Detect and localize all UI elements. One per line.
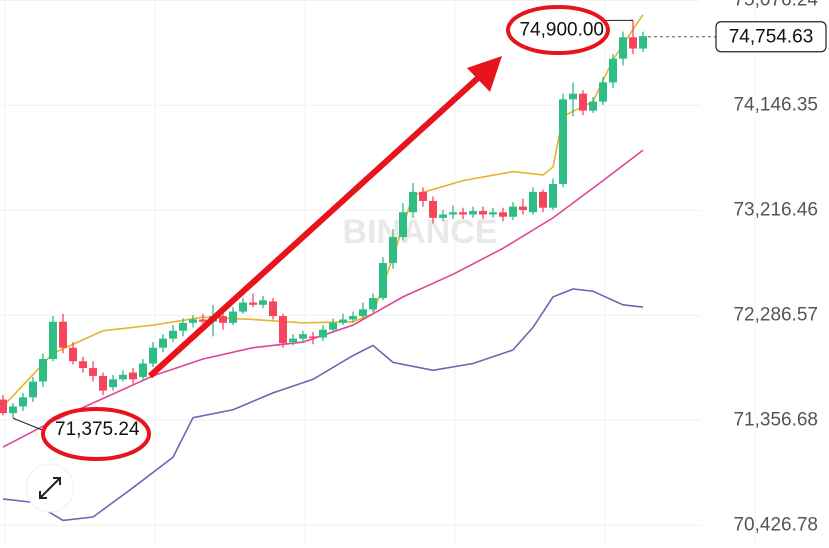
candle-body [329,322,337,330]
candle-body [579,93,587,111]
low-label: 71,375.24 [55,419,140,440]
candle-body [549,184,557,208]
y-tick-label: 75,076.24 [733,0,818,10]
y-tick-label: 72,286.57 [733,304,818,325]
candle-body [119,374,127,380]
candle-body [289,338,297,343]
high-label: 74,900.00 [519,19,604,40]
candle-body [89,368,97,376]
last-price-box [715,21,827,53]
candle-body [639,36,647,49]
candle-body [299,334,307,339]
candle-body [99,375,107,391]
candle-body [539,191,547,208]
candle-body [319,329,327,338]
indicator-lines [2,14,644,522]
candle-body [389,237,397,264]
candle-body [219,316,227,323]
candle-body [159,338,167,348]
y-tick-label: 71,356.68 [733,409,818,430]
candle-body [379,263,387,299]
candle-body [569,93,577,100]
expand-icon[interactable] [39,477,61,499]
candle-body [619,37,627,59]
candle-body [439,214,447,218]
annotations: 74,900.00 71,375.24 74,754.63 [12,19,827,440]
candle-body [179,322,187,331]
y-tick-label: 70,426.78 [733,514,818,535]
candle-body [19,397,27,407]
candle-body [309,336,317,338]
candle-body [629,37,637,49]
candle-body [189,319,197,323]
highlight-ellipse [41,407,151,461]
candle-body [39,358,47,382]
candle-body [169,330,177,339]
highlight-ellipse [506,5,610,55]
candle-body [239,302,247,312]
candle-body [369,298,377,310]
candle-body [229,311,237,323]
candle-body [459,212,467,215]
candle-body [79,361,87,369]
candle-body [399,212,407,238]
candles [0,20,647,419]
candle-body [519,206,527,210]
candle-body [409,191,417,213]
candle-body [529,191,537,213]
candle-body [199,319,207,322]
candle-body [559,99,567,185]
candle-body [339,319,347,323]
expand-button[interactable] [25,463,75,513]
indicator-line [2,288,644,522]
grid: 75,076.24 74,146.35 73,216.46 72,286.57 71,3… [0,0,818,543]
candle-body [479,211,487,215]
last-price-label: 74,754.63 [729,27,814,48]
candle-body [269,301,277,317]
candle-body [609,58,617,83]
candle-body [279,316,287,344]
candle-body [359,309,367,317]
indicator-line [2,149,644,448]
candle-body [499,212,507,217]
candle-body [139,363,147,378]
candle-body [449,212,457,215]
candle-body [419,191,427,201]
candle-body [149,347,157,364]
candle-body [249,302,257,305]
low-marker-line [12,417,44,431]
watermark: BINANCE [343,213,498,251]
candle-body [59,321,67,348]
y-tick-label: 73,216.46 [733,199,818,220]
candle-body [469,211,477,215]
candle-body [69,347,77,362]
candle-body [9,406,17,414]
candle-body [129,372,137,380]
y-tick-label: 74,146.35 [733,94,818,115]
candle-body [509,206,517,217]
candle-body [489,212,497,215]
trend-arrow [147,75,481,379]
candle-body [429,200,437,218]
candle-body [259,300,267,305]
candle-body [49,321,57,359]
trend-arrow-head [467,56,502,92]
candle-body [589,101,597,111]
candle-body [0,399,7,414]
candle-body [109,379,117,388]
candle-body [29,381,37,398]
candle-body [599,82,607,102]
candle-body [349,316,357,320]
